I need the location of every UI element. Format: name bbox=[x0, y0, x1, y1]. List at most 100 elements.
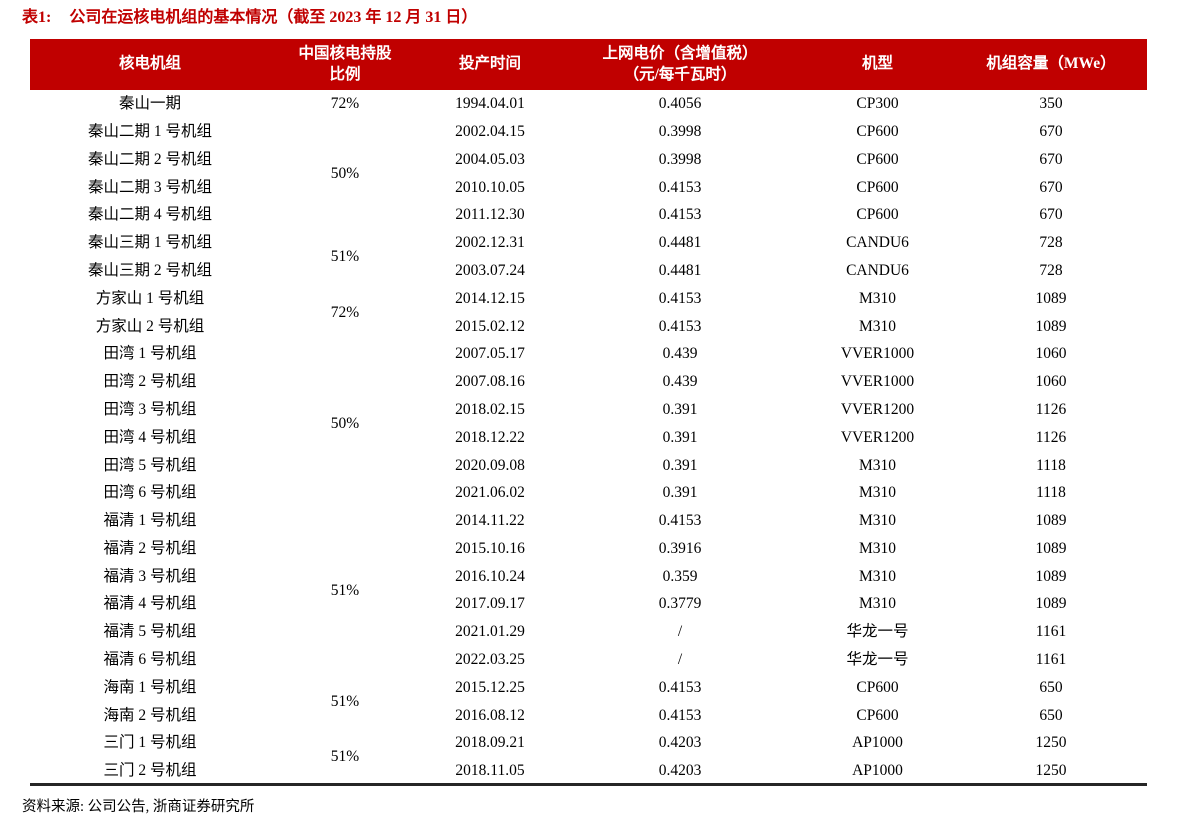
price-cell: 0.391 bbox=[662, 456, 698, 474]
date-cell: 2018.12.22 bbox=[455, 428, 525, 446]
table-row: 福清 6 号机组 2022.03.25 / 华龙一号 1161 bbox=[30, 646, 1147, 674]
price-cell: 0.439 bbox=[662, 373, 698, 391]
date-cell: 2007.05.17 bbox=[455, 345, 525, 363]
capacity-cell: 650 bbox=[1039, 678, 1063, 696]
nuclear-units-table: 核电机组 中国核电持股 比例 投产时间 上网电价（含增值税） （元/每千瓦时） … bbox=[30, 39, 1147, 787]
table-row: 田湾 2 号机组 2007.08.16 0.439 VVER1000 1060 bbox=[30, 368, 1147, 396]
price-cell: / bbox=[677, 623, 683, 641]
date-cell: 2014.12.15 bbox=[455, 289, 525, 307]
unit-cell: 田湾 4 号机组 bbox=[103, 428, 197, 446]
price-cell: 0.4153 bbox=[658, 678, 702, 696]
unit-cell: 三门 2 号机组 bbox=[103, 761, 197, 779]
capacity-cell: 670 bbox=[1039, 122, 1063, 140]
date-cell: 2018.02.15 bbox=[455, 400, 525, 418]
model-cell: VVER1000 bbox=[840, 345, 915, 363]
table-row: 方家山 2 号机组 2015.02.12 0.4153 M310 1089 bbox=[30, 312, 1147, 340]
table-body: 秦山一期 72% 1994.04.01 0.4056 CP300 350 秦山二期 1 号机… bbox=[30, 90, 1147, 785]
unit-cell: 方家山 2 号机组 bbox=[95, 317, 205, 335]
unit-cell: 方家山 1 号机组 bbox=[95, 289, 205, 307]
unit-cell: 秦山一期 bbox=[118, 95, 181, 113]
date-cell: 2015.02.12 bbox=[455, 317, 525, 335]
model-cell: CP600 bbox=[856, 150, 899, 168]
table-row: 秦山二期 1 号机组 50% 2002.04.15 0.3998 CP600 670 bbox=[30, 118, 1147, 181]
date-cell: 2004.05.03 bbox=[455, 150, 525, 168]
model-cell: M310 bbox=[858, 484, 897, 502]
price-cell: 0.4203 bbox=[658, 734, 702, 752]
table-row: 秦山三期 2 号机组 2003.07.24 0.4481 CANDU6 728 bbox=[30, 257, 1147, 285]
price-cell: 0.4153 bbox=[658, 178, 702, 196]
date-cell: 1994.04.01 bbox=[455, 95, 525, 113]
unit-cell: 秦山二期 3 号机组 bbox=[87, 178, 212, 196]
table-row: 方家山 1 号机组 72% 2014.12.15 0.4153 M310 1089 bbox=[30, 285, 1147, 320]
col-header-model: 机型 bbox=[800, 39, 955, 90]
model-cell: M310 bbox=[858, 567, 897, 585]
price-cell: 0.439 bbox=[662, 345, 698, 363]
capacity-cell: 1060 bbox=[1035, 373, 1067, 391]
col-header-date: 投产时间 bbox=[420, 39, 560, 90]
model-cell: VVER1200 bbox=[840, 400, 915, 418]
model-cell: VVER1200 bbox=[840, 428, 915, 446]
table-row: 田湾 5 号机组 2020.09.08 0.391 M310 1118 bbox=[30, 451, 1147, 479]
capacity-cell: 670 bbox=[1039, 178, 1063, 196]
price-cell: 0.391 bbox=[662, 400, 698, 418]
date-cell: 2002.12.31 bbox=[455, 234, 525, 252]
col-header-capacity: 机组容量（MWe） bbox=[955, 39, 1147, 90]
unit-cell: 田湾 2 号机组 bbox=[103, 373, 197, 391]
capacity-cell: 1060 bbox=[1035, 345, 1067, 363]
unit-cell: 福清 5 号机组 bbox=[103, 623, 197, 641]
col-header-ownership: 中国核电持股 比例 bbox=[270, 39, 420, 90]
unit-cell: 田湾 5 号机组 bbox=[103, 456, 197, 474]
table-row: 田湾 3 号机组 2018.02.15 0.391 VVER1200 1126 bbox=[30, 396, 1147, 424]
date-cell: 2007.08.16 bbox=[455, 373, 525, 391]
capacity-cell: 670 bbox=[1039, 206, 1063, 224]
capacity-cell: 1089 bbox=[1035, 595, 1067, 613]
date-cell: 2022.03.25 bbox=[455, 651, 525, 669]
table-row: 秦山二期 2 号机组 2004.05.03 0.3998 CP600 670 bbox=[30, 146, 1147, 174]
date-cell: 2011.12.30 bbox=[455, 206, 525, 224]
price-cell: 0.4153 bbox=[658, 706, 702, 724]
ownership-cell: 51% bbox=[330, 692, 360, 710]
date-cell: 2003.07.24 bbox=[455, 261, 525, 279]
table-title: 表1: 公司在运核电机组的基本情况（截至 2023 年 12 月 31 日） bbox=[22, 7, 1191, 29]
model-cell: CP600 bbox=[856, 206, 899, 224]
table-row: 福清 5 号机组 2021.01.29 / 华龙一号 1161 bbox=[30, 618, 1147, 646]
capacity-cell: 1161 bbox=[1035, 623, 1067, 641]
model-cell: M310 bbox=[858, 317, 897, 335]
ownership-cell: 51% bbox=[330, 747, 360, 765]
table-row: 福清 4 号机组 2017.09.17 0.3779 M310 1089 bbox=[30, 590, 1147, 618]
capacity-cell: 1089 bbox=[1035, 317, 1067, 335]
price-cell: 0.3998 bbox=[658, 122, 702, 140]
source-note: 资料来源: 公司公告, 浙商证券研究所 bbox=[22, 799, 255, 816]
table-row: 田湾 1 号机组 50% 2007.05.17 0.439 VVER1000 1060 bbox=[30, 340, 1147, 431]
price-cell: 0.391 bbox=[662, 428, 698, 446]
price-cell: 0.4153 bbox=[658, 289, 702, 307]
capacity-cell: 1089 bbox=[1035, 539, 1067, 557]
date-cell: 2020.09.08 bbox=[455, 456, 525, 474]
date-cell: 2015.12.25 bbox=[455, 678, 525, 696]
table-row: 海南 1 号机组 51% 2015.12.25 0.4153 CP600 650 bbox=[30, 674, 1147, 709]
price-cell: 0.3779 bbox=[658, 595, 702, 613]
col-header-unit: 核电机组 bbox=[30, 39, 270, 90]
price-cell: 0.4153 bbox=[658, 206, 702, 224]
unit-cell: 秦山三期 1 号机组 bbox=[87, 234, 212, 252]
capacity-cell: 1161 bbox=[1035, 651, 1067, 669]
price-cell: 0.4153 bbox=[658, 317, 702, 335]
capacity-cell: 670 bbox=[1039, 150, 1063, 168]
date-cell: 2016.10.24 bbox=[455, 567, 525, 585]
capacity-cell: 1089 bbox=[1035, 512, 1067, 530]
model-cell: M310 bbox=[858, 289, 897, 307]
unit-cell: 田湾 6 号机组 bbox=[103, 484, 197, 502]
unit-cell: 秦山三期 2 号机组 bbox=[87, 261, 212, 279]
unit-cell: 三门 1 号机组 bbox=[103, 734, 197, 752]
table-row: 福清 3 号机组 2016.10.24 0.359 M310 1089 bbox=[30, 563, 1147, 591]
price-cell: 0.359 bbox=[662, 567, 698, 585]
ownership-cell: 51% bbox=[330, 248, 360, 266]
table-row: 田湾 4 号机组 2018.12.22 0.391 VVER1200 1126 bbox=[30, 424, 1147, 452]
model-cell: M310 bbox=[858, 595, 897, 613]
ownership-cell: 72% bbox=[330, 303, 360, 321]
table-title-label: 表1: bbox=[22, 9, 52, 26]
unit-cell: 福清 3 号机组 bbox=[103, 567, 197, 585]
capacity-cell: 1118 bbox=[1036, 484, 1066, 502]
unit-cell: 田湾 3 号机组 bbox=[103, 400, 197, 418]
